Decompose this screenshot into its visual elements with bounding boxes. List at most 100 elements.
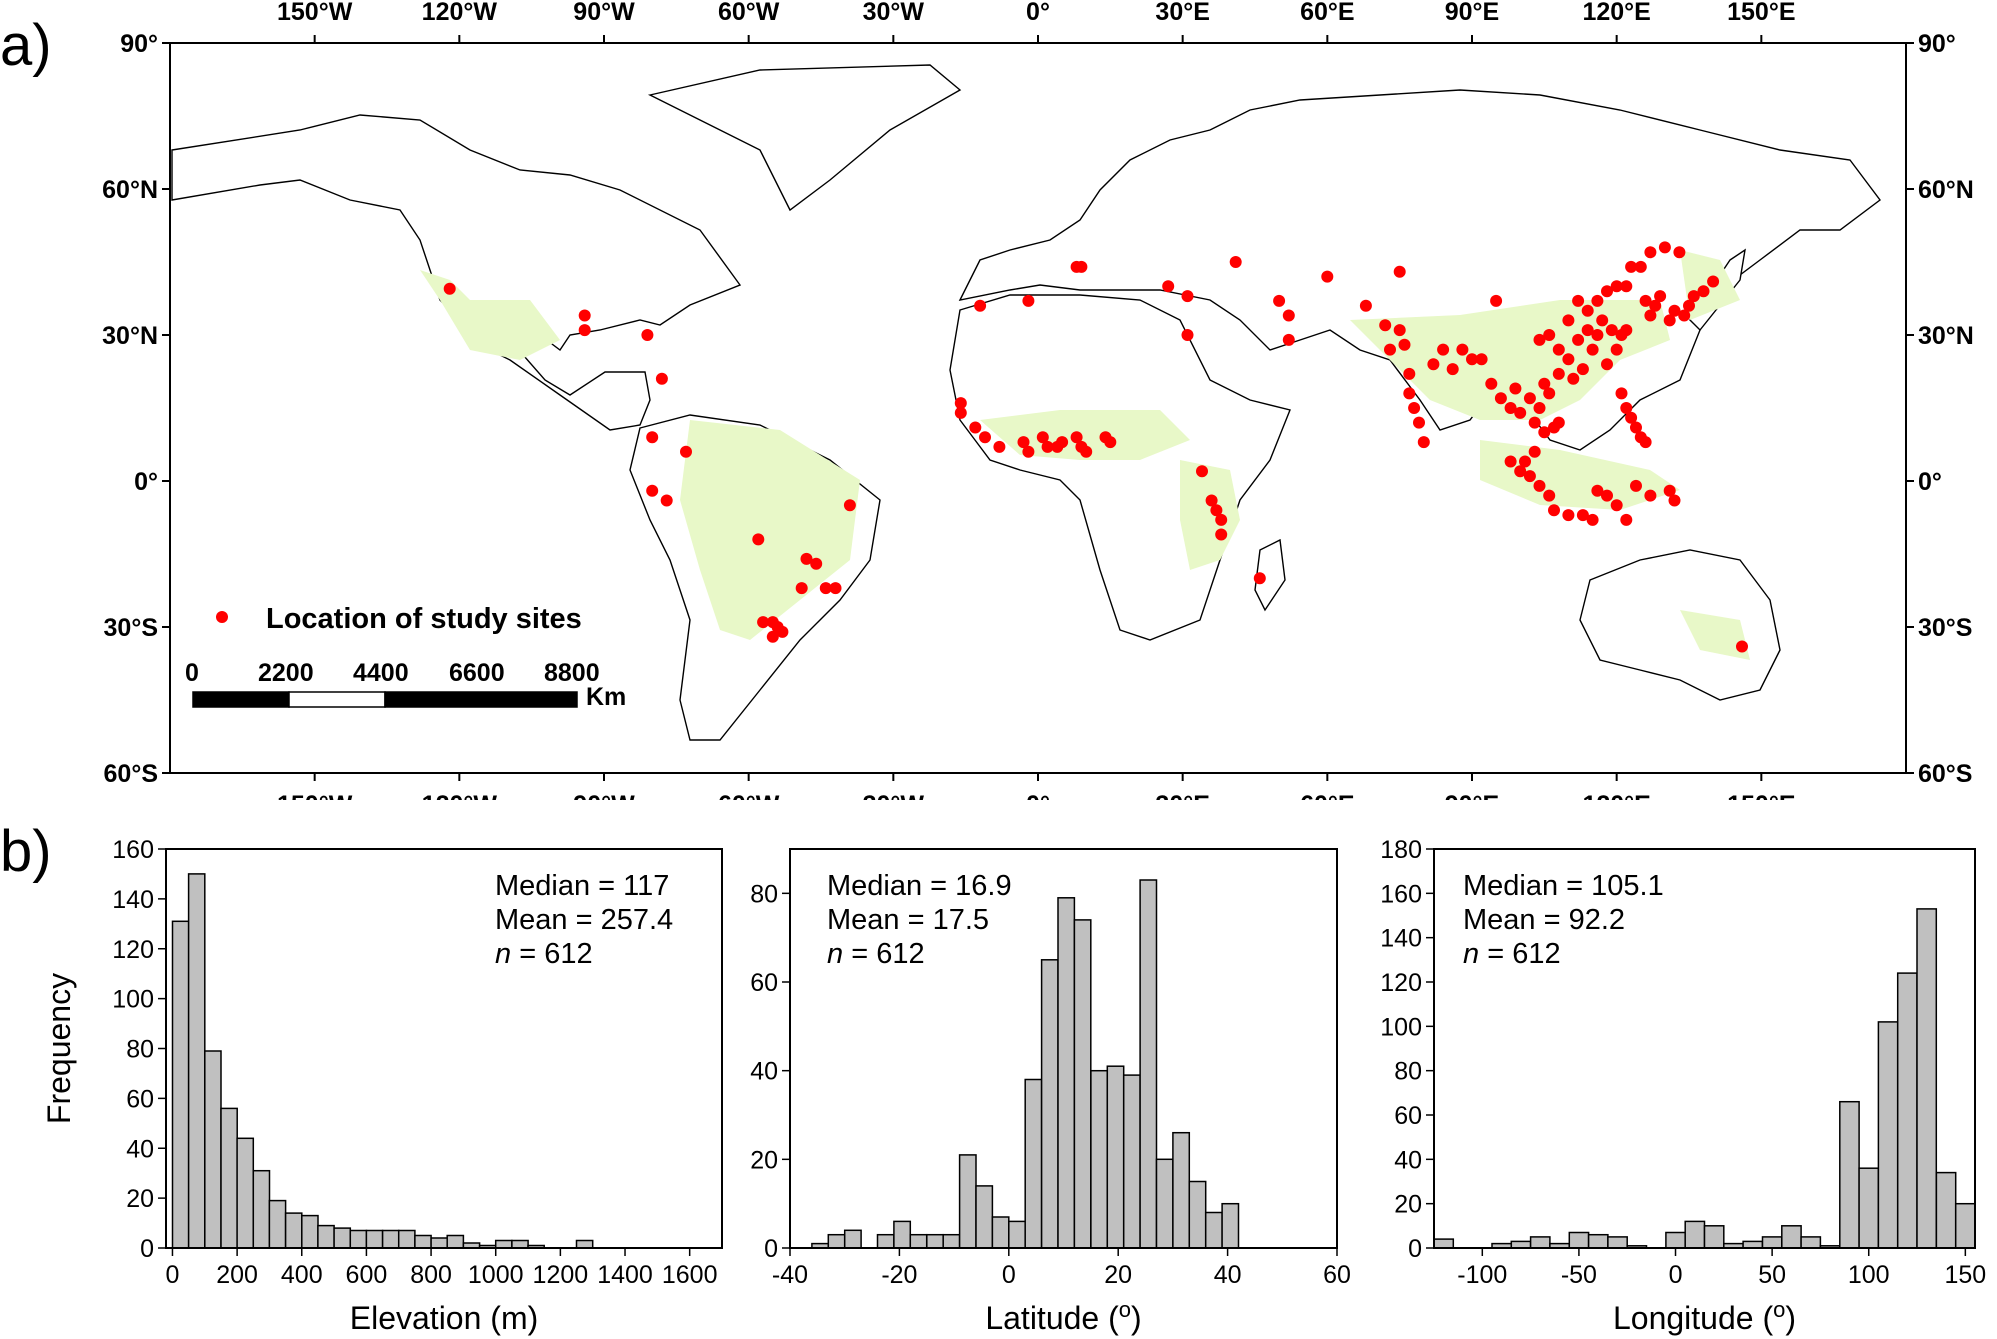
y-tick-label: 80 <box>126 1036 154 1064</box>
study-site-marker <box>1017 436 1030 449</box>
histogram-bar <box>1204 1211 1223 1249</box>
x-tick-label: 0 <box>1669 1261 1683 1289</box>
histogram-bar <box>1172 1131 1191 1249</box>
histogram-bar <box>381 1229 400 1249</box>
study-site-marker <box>974 299 987 312</box>
study-site-marker <box>1654 290 1667 303</box>
histogram-bar <box>909 1233 928 1249</box>
panel-b-label: b) <box>0 819 52 884</box>
continent-greenland <box>647 64 962 212</box>
histogram-bar <box>1106 1065 1125 1249</box>
study-site-marker <box>1036 431 1049 444</box>
lat-tick-label-left: 90° <box>120 30 158 58</box>
x-tick-label: -50 <box>1561 1261 1597 1289</box>
histogram-bar <box>843 1229 862 1249</box>
y-axis-label: Frequency <box>41 973 77 1124</box>
study-site-marker <box>1581 304 1594 317</box>
study-site-marker <box>1567 372 1580 385</box>
study-site-marker <box>1514 465 1527 478</box>
histogram-bar <box>365 1229 384 1249</box>
y-tick-label: 0 <box>1408 1235 1422 1263</box>
study-site-marker <box>1736 640 1748 653</box>
study-site-marker <box>795 582 808 595</box>
histogram-bar <box>1122 1074 1141 1249</box>
lat-tick-label-left: 0° <box>134 468 158 496</box>
x-tick-label: 1400 <box>597 1261 653 1289</box>
y-tick-label: 100 <box>112 986 154 1014</box>
y-tick-label: 20 <box>1394 1191 1422 1219</box>
histogram-longitude[interactable]: -100 -50 0 50 100 150 0 20 40 60 80 100 120 140 160 180… <box>1380 809 1997 1339</box>
x-tick-label: 800 <box>410 1261 452 1289</box>
study-site-marker <box>1538 377 1551 390</box>
y-tick-label: 20 <box>126 1185 154 1213</box>
study-site-marker <box>1427 358 1440 371</box>
study-site-marker <box>1070 431 1083 444</box>
study-site-marker <box>1393 324 1406 337</box>
island-madagascar <box>1254 538 1286 612</box>
study-site-marker <box>1683 299 1695 312</box>
study-site-marker <box>829 582 842 595</box>
plot-frame <box>1433 848 1976 1249</box>
study-site-marker <box>1403 387 1416 400</box>
histogram-bar <box>1935 1171 1957 1249</box>
scale-segment-3 <box>384 691 578 708</box>
x-tick-label: 150 <box>1944 1261 1986 1289</box>
lon-tick-label-bottom: 30°W <box>863 791 925 800</box>
lon-tick-label-bottom: 150°W <box>277 791 353 800</box>
histogram-bar <box>1073 919 1092 1249</box>
study-site-marker <box>954 406 967 419</box>
histogram-bar <box>1916 908 1938 1249</box>
histogram-bar <box>991 1216 1010 1249</box>
histogram-bar <box>942 1233 961 1249</box>
study-site-marker <box>1576 509 1589 522</box>
study-site-marker <box>1562 314 1575 327</box>
study-site-marker <box>1634 260 1647 273</box>
study-site-marker <box>1552 343 1565 356</box>
scale-unit: Km <box>586 683 626 711</box>
histogram-bar <box>1188 1180 1207 1249</box>
study-site-marker <box>1586 513 1599 526</box>
histogram-elevation[interactable]: 0 200 400 600 800 1000 1200 1400 1600 0 20 40 60 80 10… <box>0 809 740 1339</box>
world-map[interactable]: 150°W 150°W 120°W 120°W 90°W 90°W 60°W 60°W 30°W… <box>0 0 1997 800</box>
study-site-marker <box>1056 436 1069 449</box>
study-site-marker <box>1601 358 1613 371</box>
histogram-bar <box>204 1050 222 1249</box>
study-site-marker <box>1572 294 1585 307</box>
study-site-marker <box>1321 270 1334 283</box>
x-tick-label: -100 <box>1457 1261 1507 1289</box>
study-site-marker <box>1494 392 1507 405</box>
histogram-latitude[interactable]: -40 -20 0 20 40 60 0 20 40 60 80 Latitude (o) Median… <box>740 809 1380 1339</box>
study-site-marker <box>1687 290 1700 303</box>
y-tick-label: 80 <box>1394 1058 1422 1086</box>
lat-tick-label-left: 60°N <box>102 176 158 204</box>
study-site-marker <box>1162 280 1175 293</box>
lon-tick-label-bottom: 150°E <box>1727 791 1795 800</box>
x-tick-label: 1000 <box>468 1261 524 1289</box>
x-tick-label: 100 <box>1848 1261 1890 1289</box>
x-axis-label: Longitude (o) <box>1613 1297 1796 1336</box>
study-site-marker <box>1663 314 1676 327</box>
study-site-marker <box>819 582 832 595</box>
study-site-marker <box>954 397 967 410</box>
x-tick-label: 20 <box>1104 1261 1132 1289</box>
study-site-marker <box>1215 513 1228 526</box>
study-site-marker <box>1104 436 1117 449</box>
lat-tick-label-right: 60°S <box>1918 760 1972 788</box>
histogram-bar <box>268 1199 287 1249</box>
scale-label-0: 0 <box>185 659 199 687</box>
panel-a-label: a) <box>0 13 52 78</box>
y-tick-label: 100 <box>1380 1013 1422 1041</box>
study-site-marker <box>979 431 991 444</box>
study-site-marker <box>1591 294 1604 307</box>
study-site-marker <box>1519 455 1531 468</box>
study-site-marker <box>1639 436 1652 449</box>
histogram-bar <box>333 1227 352 1249</box>
study-site-marker <box>1417 436 1430 449</box>
study-site-marker <box>766 630 779 643</box>
stats-n: n = 612 <box>827 938 925 970</box>
study-site-markers <box>443 241 1748 653</box>
study-site-marker <box>646 484 659 497</box>
x-tick-label: 400 <box>281 1261 323 1289</box>
y-tick-label: 0 <box>140 1235 154 1263</box>
legend-site-marker <box>216 611 228 623</box>
